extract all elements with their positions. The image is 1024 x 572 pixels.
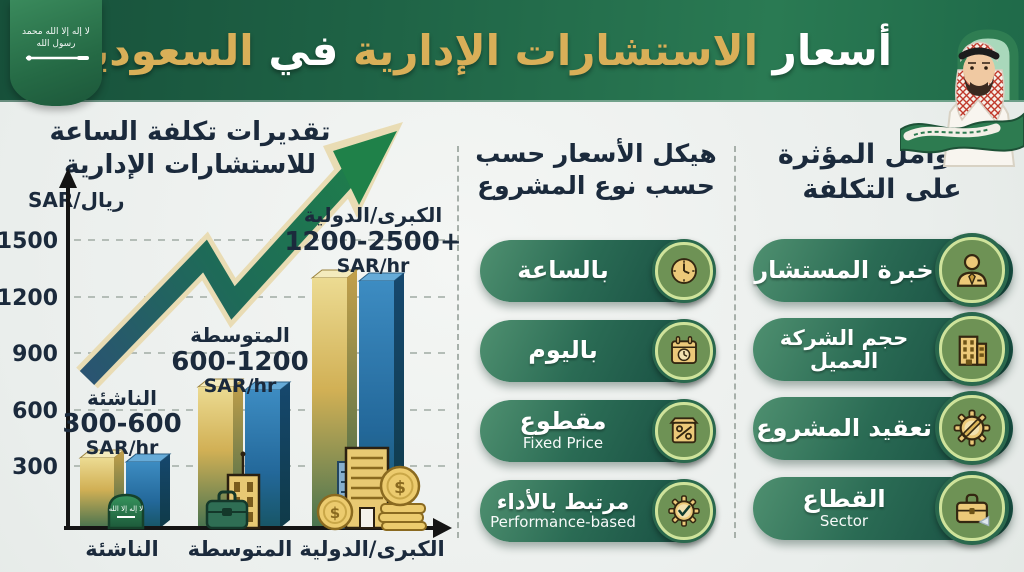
clock-icon [652, 239, 716, 303]
svg-text:1200-2500+: 1200-2500+ [284, 227, 460, 257]
svg-text:لا إله إلا الله: لا إله إلا الله [109, 505, 144, 513]
svg-text:المتوسطة: المتوسطة [190, 323, 290, 347]
svg-text:SAR/hr: SAR/hr [337, 255, 410, 277]
saudi-flag-banner-icon: لا إله إلا الله محمد رسول الله [10, 0, 102, 106]
large-buildings-coins-icon: $ $ [316, 446, 427, 531]
svg-text:600-1200: 600-1200 [171, 347, 308, 377]
svg-text:$: $ [330, 504, 340, 522]
gear-tool-icon [935, 391, 1009, 465]
svg-text:900: 900 [12, 342, 58, 367]
chart-title: تقديرات تكلفة الساعة للاستشارات الإدارية [49, 117, 331, 181]
svg-text:SAR/hr: SAR/hr [204, 375, 277, 397]
shahada-script: لا إله إلا الله محمد رسول الله [22, 27, 90, 49]
svg-text:1200: 1200 [0, 286, 58, 311]
svg-text:$: $ [394, 478, 406, 498]
saudi-man-illustration [900, 29, 1024, 167]
svg-text:الناشئة: الناشئة [85, 537, 159, 561]
svg-text:الكبرى/الدولية: الكبرى/الدولية [304, 203, 442, 227]
gear-check-icon [652, 479, 716, 543]
company-building-icon [935, 312, 1009, 386]
briefcase-icon [935, 471, 1009, 545]
y-axis-label: SAR/ريال [28, 188, 124, 212]
startup-flag-icon: لا إله إلا الله [107, 493, 145, 530]
column-divider-right [734, 146, 736, 538]
annotation-medium: المتوسطة 600-1200 SAR/hr [171, 323, 308, 397]
pricing-model-performance: مرتبط بالأداء Performance-based [480, 479, 716, 543]
percent-tag-icon [652, 399, 716, 463]
bar-chart: 1500 1200 900 600 300 SAR/ريال [0, 122, 460, 561]
pricing-model-daily: باليوم [480, 319, 716, 383]
title-word-in: في [268, 26, 339, 75]
header-banner: أسعار الاستشارات الإدارية في السعودية لا… [0, 0, 1024, 106]
svg-text:الناشئة: الناشئة [87, 386, 157, 410]
pricing-models-title: هيكل الأسعار حسب حسب نوع المشروع [475, 139, 717, 200]
consultant-icon [935, 233, 1009, 307]
page-title: أسعار الاستشارات الإدارية في السعودية [0, 8, 960, 94]
svg-text:الكبرى/الدولية: الكبرى/الدولية [299, 537, 444, 561]
svg-text:المتوسطة: المتوسطة [188, 537, 293, 561]
annotation-large: الكبرى/الدولية 1200-2500+ SAR/hr [284, 203, 460, 277]
column-divider-left [457, 146, 459, 538]
svg-text:300: 300 [12, 455, 58, 480]
flag-sword-icon [25, 55, 89, 61]
y-axis-ticks: 1500 1200 900 600 300 [0, 229, 58, 480]
svg-text:600: 600 [12, 399, 58, 424]
bar-group-startup [78, 449, 172, 528]
cost-factor-experience: خبرة المستشار [753, 233, 1013, 307]
title-word-consulting: الاستشارات الإدارية [352, 26, 759, 75]
svg-text:300-600: 300-600 [62, 409, 181, 439]
title-word-prices: أسعار [772, 26, 893, 75]
svg-text:SAR/hr: SAR/hr [86, 437, 159, 459]
cost-factor-company-size: حجم الشركة العميل [753, 312, 1013, 386]
annotation-startup: الناشئة 300-600 SAR/hr [62, 386, 181, 459]
x-axis-labels: الناشئة المتوسطة الكبرى/الدولية [85, 537, 444, 561]
pricing-model-fixed: مقطوع Fixed Price [480, 399, 716, 463]
calendar-icon [652, 319, 716, 383]
cost-factor-complexity: تعقيد المشروع [753, 391, 1013, 465]
cost-factor-sector: القطاع Sector [753, 471, 1013, 545]
trend-arrow-icon [76, 122, 403, 389]
svg-text:1500: 1500 [0, 229, 58, 254]
pricing-model-hourly: بالساعة [480, 239, 716, 303]
medium-briefcase-icon [205, 490, 249, 530]
